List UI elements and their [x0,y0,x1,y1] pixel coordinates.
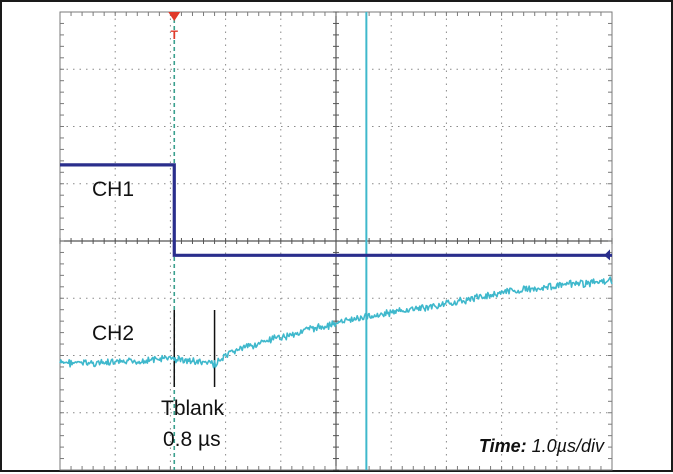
traces [59,163,613,369]
timebase-prefix: Time: [479,436,527,456]
tblank-value: 0.8 µs [163,428,221,451]
tblank-label: Tblank [161,397,225,420]
ch2-trace [59,276,613,369]
annotations: CH1 CH2 Tblank 0.8 µs Time: 1.0µs/div [92,178,605,456]
timebase-value: 1.0µs/div [527,436,605,456]
center-axes [59,11,613,471]
trigger-arrow-icon [168,12,181,21]
ch2-label: CH2 [92,322,134,345]
trigger-marker-icon: T [171,28,179,42]
ch1-trace [60,163,612,257]
ch1-label: CH1 [92,178,134,201]
timebase-readout: Time: 1.0µs/div [479,436,605,456]
